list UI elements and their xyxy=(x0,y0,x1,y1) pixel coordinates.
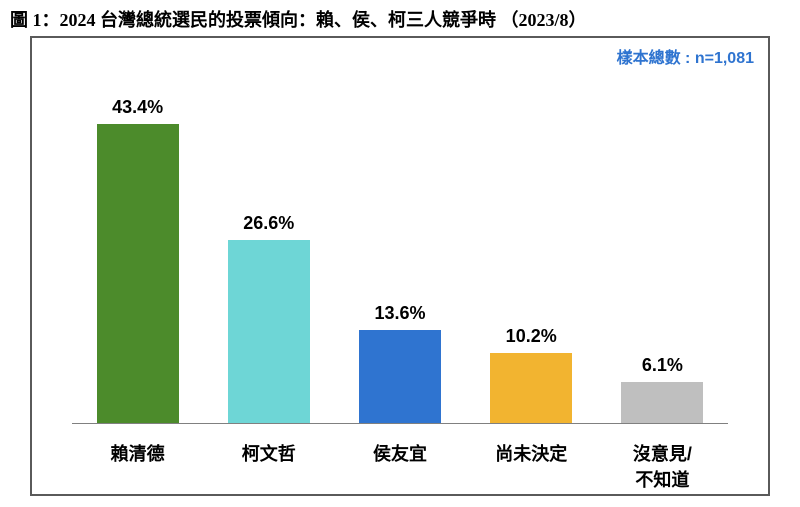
x-label-slot: 尚未決定 xyxy=(466,430,597,494)
x-axis-label: 賴清德 xyxy=(111,440,165,466)
bar xyxy=(228,240,310,424)
sample-size-note: 樣本總數 : n=1,081 xyxy=(617,44,754,68)
page: 圖 1：2024 台灣總統選民的投票傾向：賴、侯、柯三人競爭時 （2023/8）… xyxy=(0,0,800,507)
bar-slot: 6.1% xyxy=(597,82,728,424)
x-label-slot: 賴清德 xyxy=(72,430,203,494)
bar-value-label: 43.4% xyxy=(112,97,163,118)
bar-slot: 26.6% xyxy=(203,82,334,424)
x-axis-label: 侯友宜 xyxy=(373,440,427,466)
x-label-slot: 柯文哲 xyxy=(203,430,334,494)
chart-title: 圖 1：2024 台灣總統選民的投票傾向：賴、侯、柯三人競爭時 （2023/8） xyxy=(0,0,800,34)
bars-container: 43.4% 26.6% 13.6% 10.2% 6.1% xyxy=(72,82,728,424)
bar xyxy=(490,353,572,424)
x-axis-baseline xyxy=(72,423,728,424)
bar xyxy=(97,124,179,424)
x-label-slot: 沒意見/不知道 xyxy=(597,430,728,494)
bar-slot: 13.6% xyxy=(334,82,465,424)
x-label-slot: 侯友宜 xyxy=(334,430,465,494)
x-axis-label: 柯文哲 xyxy=(242,440,296,466)
bar xyxy=(621,382,703,424)
bar-value-label: 6.1% xyxy=(642,355,683,376)
x-axis-label: 沒意見/不知道 xyxy=(633,440,692,492)
bar-slot: 43.4% xyxy=(72,82,203,424)
chart-frame: 樣本總數 : n=1,081 43.4%26.6%13.6%10.2%6.1% … xyxy=(30,36,770,496)
x-axis-labels: 賴清德 柯文哲 侯友宜 尚未決定 沒意見/不知道 xyxy=(72,430,728,494)
bar xyxy=(359,330,441,424)
bar-slot: 10.2% xyxy=(466,82,597,424)
bar-value-label: 10.2% xyxy=(506,326,557,347)
bar-value-label: 26.6% xyxy=(243,213,294,234)
plot-area: 43.4% 26.6% 13.6% 10.2% 6.1% xyxy=(72,82,728,424)
x-axis-label: 尚未決定 xyxy=(495,440,567,466)
bar-value-label: 13.6% xyxy=(374,303,425,324)
